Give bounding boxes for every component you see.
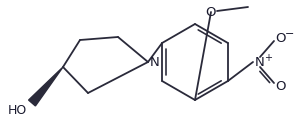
Text: −: − bbox=[285, 29, 295, 39]
Text: O: O bbox=[275, 31, 285, 45]
Text: +: + bbox=[264, 53, 272, 63]
Text: O: O bbox=[275, 79, 285, 92]
Text: N: N bbox=[150, 55, 160, 68]
Text: N: N bbox=[255, 55, 265, 68]
Polygon shape bbox=[28, 67, 63, 106]
Text: O: O bbox=[206, 6, 216, 18]
Text: HO: HO bbox=[8, 104, 27, 118]
